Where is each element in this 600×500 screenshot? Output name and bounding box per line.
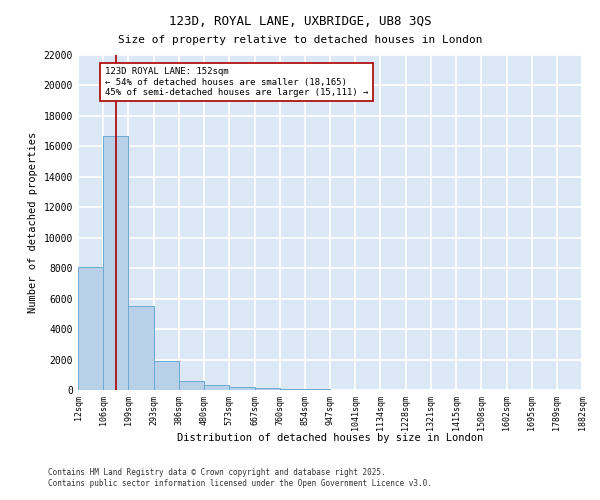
Text: 123D, ROYAL LANE, UXBRIDGE, UB8 3QS: 123D, ROYAL LANE, UXBRIDGE, UB8 3QS bbox=[169, 15, 431, 28]
Text: Contains HM Land Registry data © Crown copyright and database right 2025.
Contai: Contains HM Land Registry data © Crown c… bbox=[48, 468, 432, 487]
Bar bbox=[128, 306, 154, 390]
Bar bbox=[78, 266, 103, 390]
Y-axis label: Number of detached properties: Number of detached properties bbox=[28, 132, 38, 313]
Text: Size of property relative to detached houses in London: Size of property relative to detached ho… bbox=[118, 35, 482, 45]
Bar bbox=[229, 387, 254, 390]
Bar bbox=[280, 389, 305, 390]
Bar bbox=[154, 361, 179, 390]
X-axis label: Distribution of detached houses by size in London: Distribution of detached houses by size … bbox=[177, 432, 483, 442]
Bar bbox=[179, 381, 204, 390]
Bar bbox=[254, 388, 280, 390]
Text: 123D ROYAL LANE: 152sqm
← 54% of detached houses are smaller (18,165)
45% of sem: 123D ROYAL LANE: 152sqm ← 54% of detache… bbox=[104, 67, 368, 97]
Bar bbox=[204, 384, 229, 390]
Bar bbox=[103, 136, 128, 390]
